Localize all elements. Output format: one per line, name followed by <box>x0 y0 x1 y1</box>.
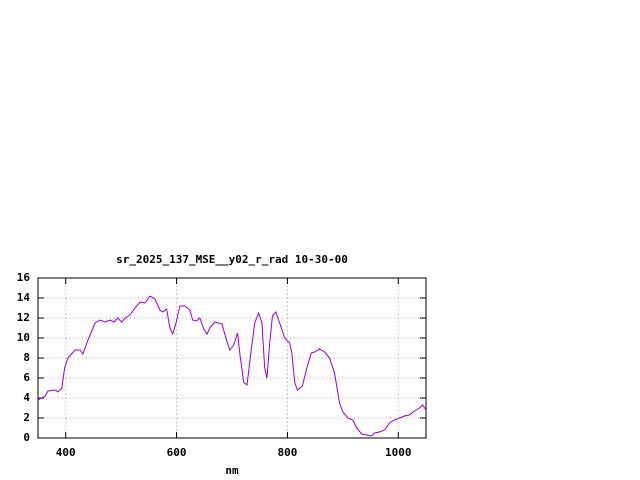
y-tick-label: 0 <box>23 431 30 444</box>
x-tick-label: 800 <box>277 446 297 459</box>
chart-title: sr_2025_137_MSE__y02_r_rad 10-30-00 <box>116 253 348 266</box>
y-tick-label: 2 <box>23 411 30 424</box>
y-tick-label: 14 <box>17 291 31 304</box>
x-tick-label: 400 <box>56 446 76 459</box>
x-axis-label: nm <box>225 464 239 477</box>
y-tick-label: 4 <box>23 391 30 404</box>
y-tick-label: 8 <box>23 351 30 364</box>
y-tick-label: 10 <box>17 331 30 344</box>
y-tick-label: 6 <box>23 371 30 384</box>
plot-border <box>37 277 427 439</box>
y-tick-label: 12 <box>17 311 30 324</box>
data-line <box>37 295 427 437</box>
x-tick-label: 1000 <box>385 446 412 459</box>
y-tick-label: 16 <box>17 271 31 284</box>
x-tick-label: 600 <box>167 446 187 459</box>
